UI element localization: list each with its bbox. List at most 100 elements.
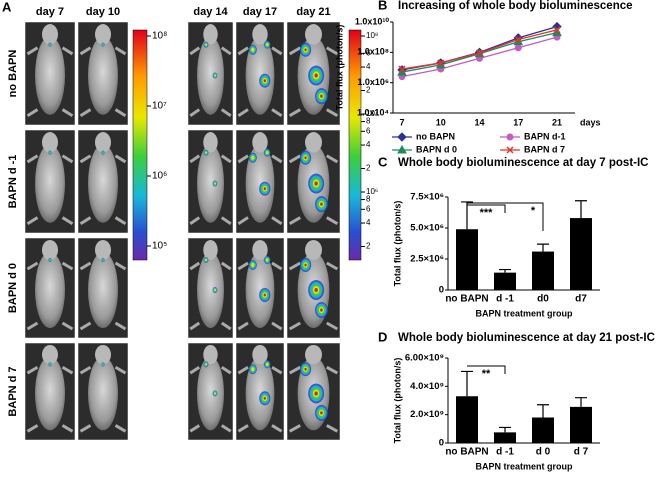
- mouse-leg: [61, 108, 74, 118]
- mouse-leg: [220, 154, 232, 164]
- mouse-leg: [271, 365, 283, 375]
- bar: [532, 417, 554, 443]
- signal-spot: [263, 293, 266, 297]
- mouse-leg: [79, 108, 92, 118]
- x-axis-label: days: [580, 117, 601, 127]
- mouse-leg: [288, 154, 302, 164]
- mouse-image: [187, 342, 234, 441]
- error-bar: [461, 201, 473, 230]
- error-bar: [537, 243, 549, 252]
- mouse-leg: [237, 216, 249, 225]
- x-axis-label: BAPN treatment group: [475, 308, 573, 318]
- mouse-leg: [220, 108, 232, 117]
- mouse-leg: [288, 424, 301, 433]
- mouse-leg: [189, 108, 201, 117]
- y-tick-label: 7.5×10⁶: [410, 192, 444, 203]
- mouse-leg: [61, 216, 74, 226]
- mouse-body: [197, 356, 224, 431]
- y-tick-label: 1.0x10⁶: [357, 77, 389, 87]
- signal-spot: [102, 43, 104, 46]
- colorbar-label: 6: [366, 126, 371, 135]
- mouse-leg: [237, 321, 249, 331]
- colorbar-label: 6: [366, 48, 371, 57]
- mouse-image: [235, 21, 285, 126]
- legend-label: no BAPN: [416, 131, 455, 141]
- signal-spot: [314, 73, 318, 78]
- signal-spot: [205, 363, 207, 366]
- panel-label: C: [378, 154, 388, 169]
- mouse-head: [203, 132, 218, 153]
- significance-label: *: [531, 205, 536, 217]
- mouse-leg: [189, 321, 201, 331]
- mouse-leg: [288, 46, 302, 56]
- mouse-leg: [114, 154, 127, 164]
- mouse-leg: [271, 424, 283, 433]
- colorbar-label: 10⁸: [152, 31, 167, 42]
- signal-spot: [214, 288, 216, 292]
- colorbar-label: 2: [366, 242, 371, 251]
- mouse-image: [187, 21, 234, 126]
- x-axis-label: BAPN treatment group: [475, 461, 573, 471]
- signal-spot: [251, 155, 255, 160]
- mouse-leg: [271, 154, 283, 164]
- mouse-leg: [288, 261, 301, 271]
- signal-spot: [205, 258, 207, 262]
- point: [398, 65, 406, 73]
- signal-spot: [263, 187, 266, 191]
- mouse-leg: [79, 261, 92, 271]
- bar: [570, 218, 592, 290]
- x-tick-label: d0: [537, 294, 549, 305]
- y-tick-label: 2.0×10⁹: [410, 409, 444, 420]
- mouse-head: [252, 132, 268, 153]
- mouse-leg: [189, 424, 201, 433]
- mouse-leg: [114, 424, 127, 433]
- signal-spot: [102, 258, 104, 262]
- legend-marker: [506, 133, 514, 141]
- x-tick-label: d -1: [496, 447, 514, 458]
- error-bar: [575, 397, 587, 407]
- group-label: no BAPN: [7, 50, 19, 98]
- x-tick-label: 7: [399, 117, 404, 127]
- signal-spot: [102, 151, 104, 154]
- mouse-body: [88, 252, 118, 328]
- mouse-image: [77, 129, 129, 234]
- y-tick-label: 2.5×10⁶: [410, 254, 444, 265]
- mouse-leg: [26, 108, 39, 118]
- mouse-leg: [220, 321, 232, 331]
- group-label: BAPN d 0: [7, 263, 19, 313]
- signal-spot: [314, 288, 318, 292]
- mouse-head: [305, 344, 322, 365]
- mouse-leg: [237, 424, 249, 433]
- x-tick-label: d 0: [536, 447, 551, 458]
- mouse-image: [235, 237, 285, 339]
- mouse-head: [203, 240, 218, 260]
- mouse-leg: [61, 46, 74, 56]
- mouse-leg: [326, 424, 339, 433]
- mouse-leg: [26, 321, 39, 331]
- colorbar-label: 6: [366, 204, 371, 213]
- mouse-head: [203, 24, 218, 45]
- mouse-image: [24, 21, 76, 126]
- day-label: day 17: [243, 6, 277, 18]
- x-tick-label: 14: [474, 117, 484, 127]
- mouse-head: [305, 132, 322, 153]
- mouse-body: [245, 144, 275, 223]
- colorbar-left: [132, 29, 148, 261]
- y-axis-label: Total flux (photon/s): [392, 201, 402, 287]
- chart-title: Whole body bioluminescence at day 7 post…: [398, 157, 648, 169]
- mouse-leg: [114, 108, 127, 118]
- mouse-leg: [26, 261, 39, 271]
- mouse-leg: [79, 216, 92, 226]
- mouse-head: [203, 344, 218, 365]
- y-axis-label: Total flux (photon/s): [334, 25, 344, 111]
- colorbar-label: 4: [366, 218, 371, 227]
- signal-spot: [320, 308, 323, 312]
- legend-marker: [397, 144, 407, 154]
- mouse-leg: [237, 365, 249, 375]
- mouse-leg: [325, 216, 339, 226]
- legend-marker: [506, 146, 514, 154]
- mouse-leg: [326, 261, 339, 271]
- mouse-head: [95, 344, 111, 365]
- colorbar-label: 2: [366, 164, 371, 173]
- mouse-body: [88, 36, 118, 115]
